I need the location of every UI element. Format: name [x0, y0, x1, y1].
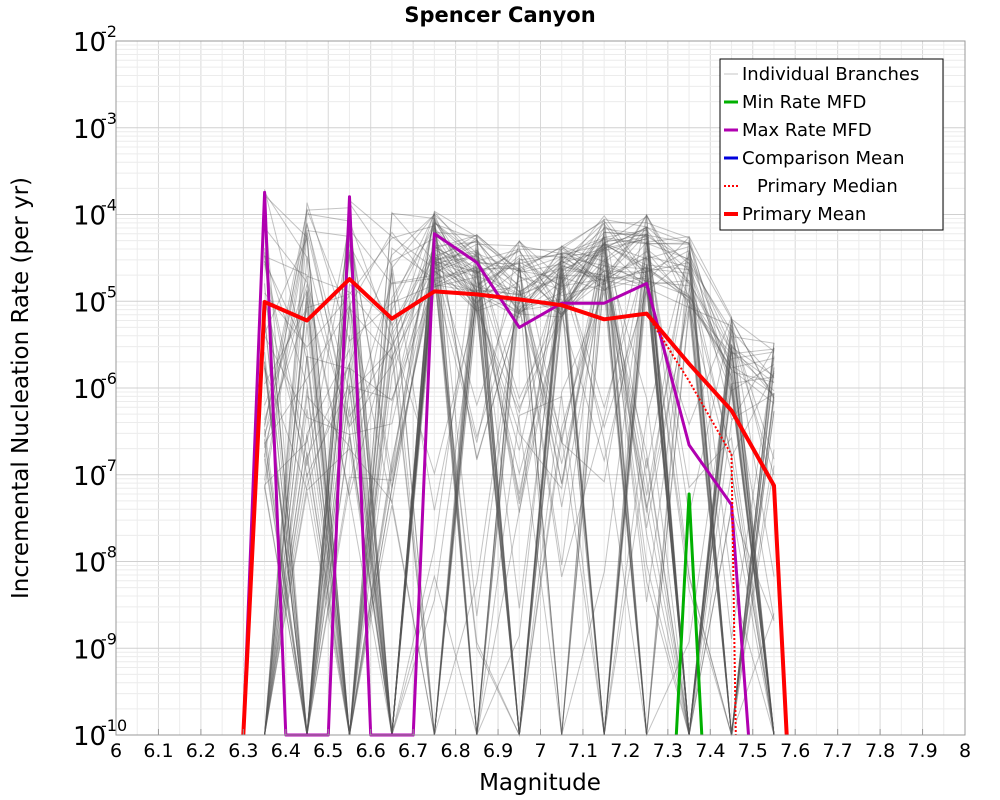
x-axis-label: Magnitude	[479, 770, 601, 796]
y-tick-label: 10	[73, 635, 106, 665]
branch-line	[264, 225, 774, 736]
legend-label: Min Rate MFD	[742, 92, 866, 113]
y-tick-label: 10	[73, 202, 106, 232]
x-tick-label: 6.9	[483, 740, 513, 762]
legend-label: Max Rate MFD	[742, 120, 872, 141]
grid	[115, 41, 966, 736]
branch-line	[264, 251, 774, 736]
branch-line	[264, 242, 775, 736]
legend: Individual Branches Min Rate MFD Max Rate …	[719, 58, 944, 231]
y-axis-label: Incremental Nucleation Rate (per yr)	[8, 177, 34, 599]
branch-line	[264, 214, 775, 736]
y-tick-exponent: -9	[101, 629, 117, 648]
y-tick-label: 10	[73, 115, 106, 145]
x-tick-label: 8	[959, 740, 971, 762]
y-tick-exponent: -6	[101, 369, 117, 388]
branch-line	[264, 226, 774, 736]
x-tick-label: 7.3	[653, 740, 683, 762]
x-tick-label: 6.6	[356, 740, 386, 762]
series-primary-median	[645, 313, 737, 736]
branch-line	[264, 207, 775, 736]
x-tick-label: 7.4	[695, 740, 725, 762]
y-tick-label: 10	[73, 549, 106, 579]
y-tick-exponent: -2	[101, 22, 117, 41]
legend-label: Individual Branches	[742, 64, 919, 85]
y-tick-label: 10	[73, 722, 106, 752]
y-tick-exponent: -5	[101, 282, 117, 301]
x-tick-label: 6.4	[271, 740, 301, 762]
branch-line	[264, 263, 775, 736]
x-tick-label: 7.8	[865, 740, 895, 762]
y-tick-exponent: -8	[101, 543, 117, 562]
legend-box	[719, 58, 944, 231]
x-tick-label: 7.5	[738, 740, 768, 762]
y-tick-exponent: -4	[101, 196, 117, 215]
branch-line	[264, 237, 775, 736]
x-tick-label: 7.1	[568, 740, 598, 762]
series-min-rate-mfd	[674, 492, 704, 736]
legend-label: Comparison Mean	[742, 148, 905, 169]
x-tick-label: 7.2	[610, 740, 640, 762]
x-tick-label: 6.8	[440, 740, 470, 762]
branch-line	[264, 257, 775, 736]
branch-line	[264, 202, 774, 736]
chart-title: Spencer Canyon	[404, 3, 595, 27]
x-tick-label: 6.2	[186, 740, 216, 762]
x-tick-label: 7.9	[907, 740, 937, 762]
legend-label: Primary Median	[757, 176, 898, 197]
series-primary-mean	[241, 277, 789, 736]
x-tick-label: 6.5	[313, 740, 343, 762]
branch-line	[264, 247, 775, 736]
legend-label: Primary Mean	[742, 204, 866, 225]
y-tick-exponent: -3	[101, 109, 117, 128]
x-tick-label: 6.1	[143, 740, 173, 762]
x-tick-label: 6	[110, 740, 122, 762]
y-tick-label: 10	[73, 288, 106, 318]
branch-line	[264, 248, 775, 736]
branch-line	[264, 222, 775, 736]
x-tick-label: 6.3	[228, 740, 258, 762]
x-axis-ticks: 6 6.1 6.2 6.3 6.4 6.5 6.6 6.7 6.8 6.9 7 7.1 7.2 7.3 7.…	[110, 729, 971, 762]
y-tick-exponent: -10	[101, 716, 127, 735]
branch-line	[264, 233, 775, 736]
x-tick-label: 6.7	[398, 740, 428, 762]
y-tick-label: 10	[73, 375, 106, 405]
x-tick-label: 7	[534, 740, 546, 762]
branch-line	[264, 228, 775, 736]
x-tick-label: 7.6	[780, 740, 810, 762]
y-tick-label: 10	[73, 462, 106, 492]
y-tick-exponent: -7	[101, 456, 117, 475]
y-tick-label: 10	[73, 28, 106, 58]
branch-line	[264, 213, 775, 736]
x-tick-label: 7.7	[823, 740, 853, 762]
branch-line	[264, 231, 775, 736]
